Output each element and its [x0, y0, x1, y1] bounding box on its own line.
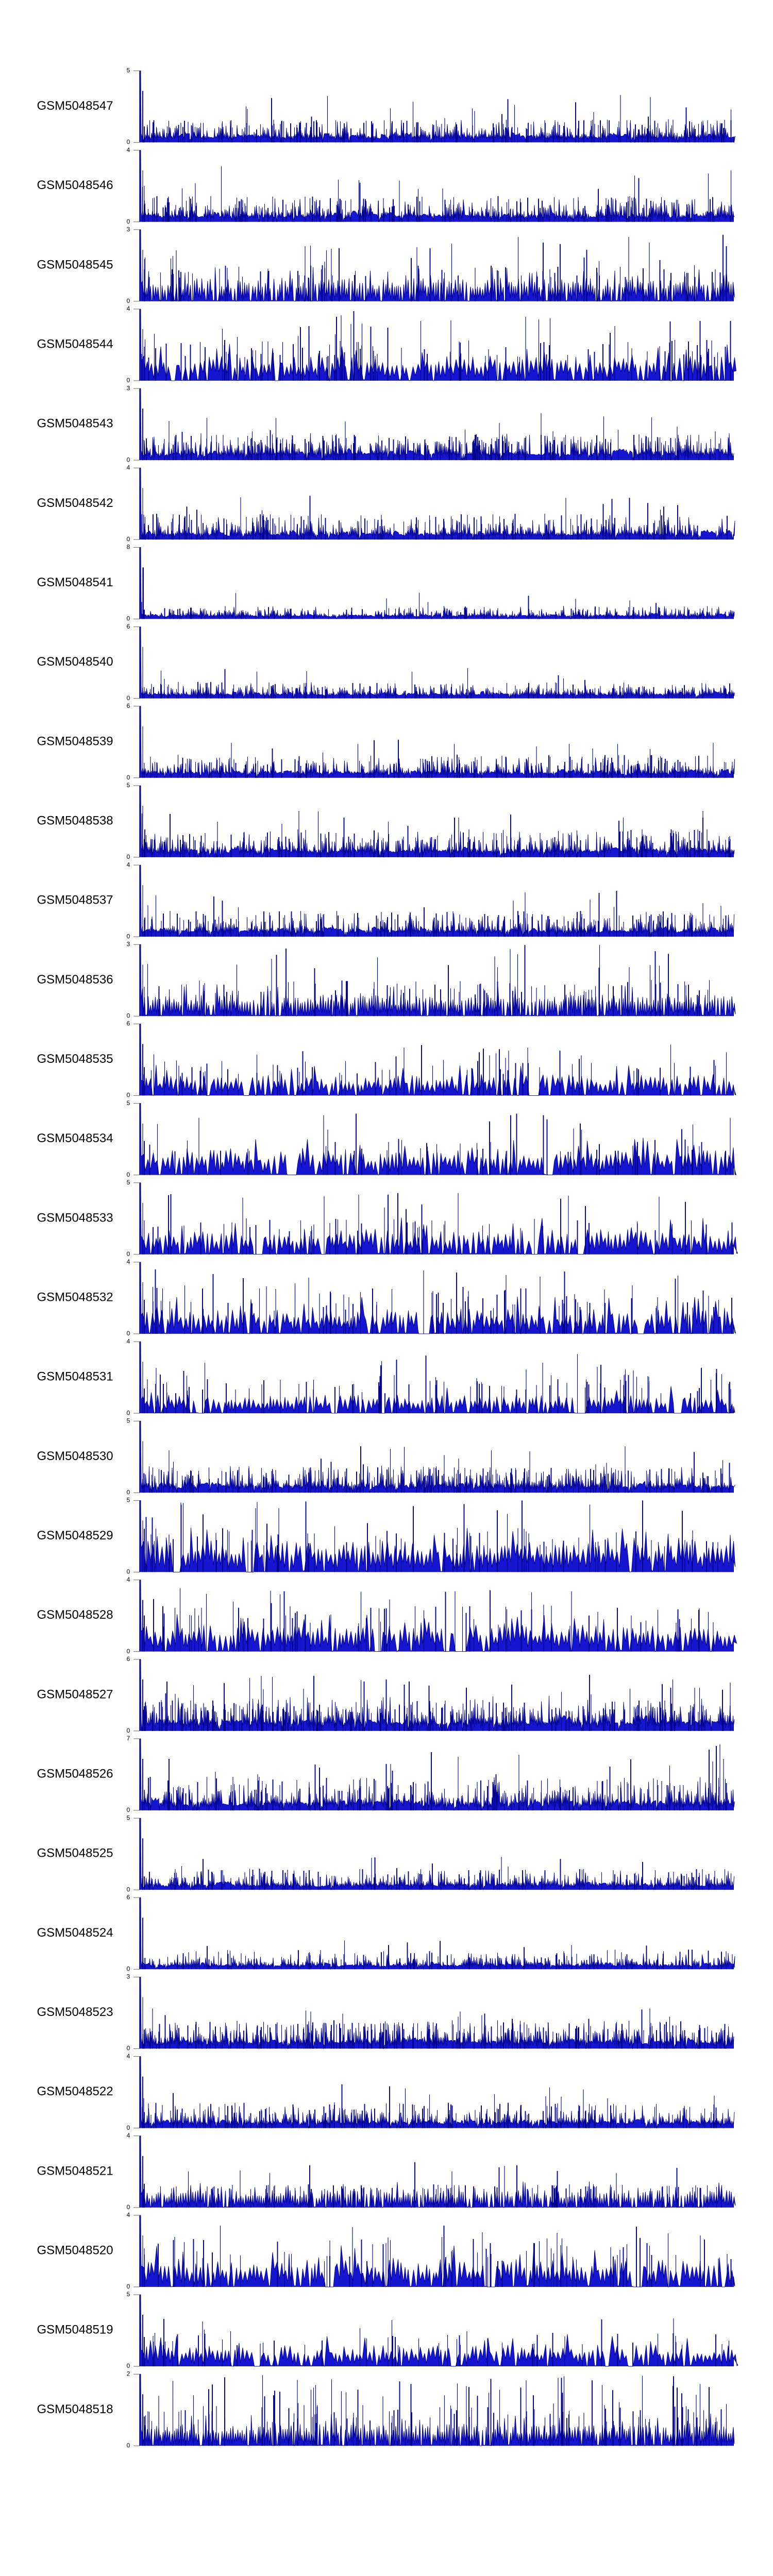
svg-text:0: 0: [127, 1092, 130, 1099]
svg-text:GSM5048523: GSM5048523: [37, 2005, 113, 2019]
svg-text:4: 4: [127, 1258, 130, 1265]
svg-text:5: 5: [127, 67, 130, 74]
svg-text:5: 5: [127, 1497, 130, 1504]
svg-text:0: 0: [127, 1727, 130, 1734]
svg-text:GSM5048546: GSM5048546: [37, 178, 113, 192]
svg-text:5: 5: [127, 1417, 130, 1424]
svg-text:0: 0: [127, 1648, 130, 1655]
svg-text:GSM5048529: GSM5048529: [37, 1529, 113, 1543]
svg-text:0: 0: [127, 139, 130, 146]
svg-text:2: 2: [127, 2370, 130, 2377]
svg-text:4: 4: [127, 2132, 130, 2139]
svg-text:0: 0: [127, 2045, 130, 2052]
svg-text:0: 0: [127, 1171, 130, 1178]
svg-text:GSM5048547: GSM5048547: [37, 99, 113, 113]
svg-text:5: 5: [127, 1179, 130, 1186]
svg-text:4: 4: [127, 861, 130, 868]
svg-text:GSM5048519: GSM5048519: [37, 2323, 113, 2337]
svg-text:0: 0: [127, 933, 130, 940]
svg-text:GSM5048527: GSM5048527: [37, 1687, 113, 1701]
svg-text:GSM5048534: GSM5048534: [37, 1131, 113, 1145]
svg-text:0: 0: [127, 456, 130, 463]
svg-text:0: 0: [127, 2283, 130, 2290]
svg-text:GSM5048544: GSM5048544: [37, 337, 113, 351]
svg-text:GSM5048533: GSM5048533: [37, 1211, 113, 1225]
svg-text:0: 0: [127, 2204, 130, 2211]
svg-text:4: 4: [127, 2053, 130, 2060]
svg-text:0: 0: [127, 1568, 130, 1575]
svg-text:GSM5048545: GSM5048545: [37, 258, 113, 272]
svg-text:4: 4: [127, 464, 130, 471]
svg-text:4: 4: [127, 2211, 130, 2218]
svg-text:0: 0: [127, 377, 130, 384]
svg-text:0: 0: [127, 1330, 130, 1337]
svg-text:0: 0: [127, 853, 130, 860]
svg-text:3: 3: [127, 1973, 130, 1980]
svg-text:GSM5048539: GSM5048539: [37, 734, 113, 748]
svg-text:6: 6: [127, 1020, 130, 1027]
svg-text:0: 0: [127, 1012, 130, 1019]
svg-text:0: 0: [127, 218, 130, 225]
svg-text:5: 5: [127, 2291, 130, 2298]
svg-text:0: 0: [127, 615, 130, 622]
svg-text:5: 5: [127, 782, 130, 789]
svg-text:3: 3: [127, 226, 130, 233]
svg-text:3: 3: [127, 940, 130, 947]
svg-text:0: 0: [127, 1886, 130, 1893]
svg-text:0: 0: [127, 1488, 130, 1496]
svg-text:GSM5048538: GSM5048538: [37, 814, 113, 828]
svg-text:GSM5048531: GSM5048531: [37, 1370, 113, 1384]
svg-text:6: 6: [127, 1893, 130, 1901]
svg-text:GSM5048528: GSM5048528: [37, 1608, 113, 1622]
svg-text:GSM5048542: GSM5048542: [37, 496, 113, 510]
svg-text:0: 0: [127, 2442, 130, 2449]
svg-text:6: 6: [127, 623, 130, 630]
svg-text:0: 0: [127, 2362, 130, 2369]
svg-text:GSM5048537: GSM5048537: [37, 893, 113, 907]
svg-text:4: 4: [127, 1576, 130, 1583]
svg-text:8: 8: [127, 544, 130, 551]
svg-text:GSM5048520: GSM5048520: [37, 2244, 113, 2258]
svg-text:7: 7: [127, 1735, 130, 1742]
svg-text:0: 0: [127, 2124, 130, 2131]
svg-text:0: 0: [127, 774, 130, 781]
svg-text:6: 6: [127, 702, 130, 709]
svg-text:0: 0: [127, 694, 130, 702]
svg-text:GSM5048518: GSM5048518: [37, 2402, 113, 2416]
svg-text:4: 4: [127, 305, 130, 312]
svg-text:GSM5048525: GSM5048525: [37, 1846, 113, 1860]
svg-text:0: 0: [127, 1409, 130, 1416]
svg-text:GSM5048522: GSM5048522: [37, 2084, 113, 2098]
svg-text:0: 0: [127, 1806, 130, 1814]
svg-text:GSM5048540: GSM5048540: [37, 655, 113, 669]
svg-text:0: 0: [127, 1250, 130, 1258]
svg-text:0: 0: [127, 297, 130, 304]
svg-text:GSM5048535: GSM5048535: [37, 1052, 113, 1066]
svg-text:4: 4: [127, 146, 130, 154]
svg-text:0: 0: [127, 535, 130, 543]
svg-text:GSM5048521: GSM5048521: [37, 2164, 113, 2178]
svg-text:GSM5048532: GSM5048532: [37, 1291, 113, 1304]
svg-text:5: 5: [127, 1099, 130, 1107]
svg-text:GSM5048541: GSM5048541: [37, 575, 113, 589]
svg-text:GSM5048543: GSM5048543: [37, 417, 113, 431]
svg-text:GSM5048536: GSM5048536: [37, 973, 113, 987]
svg-text:0: 0: [127, 1965, 130, 1972]
svg-text:GSM5048530: GSM5048530: [37, 1449, 113, 1463]
svg-text:3: 3: [127, 384, 130, 392]
svg-text:GSM5048526: GSM5048526: [37, 1767, 113, 1781]
svg-text:GSM5048524: GSM5048524: [37, 1926, 113, 1940]
svg-text:6: 6: [127, 1655, 130, 1663]
svg-text:5: 5: [127, 1814, 130, 1821]
svg-text:4: 4: [127, 1337, 130, 1345]
